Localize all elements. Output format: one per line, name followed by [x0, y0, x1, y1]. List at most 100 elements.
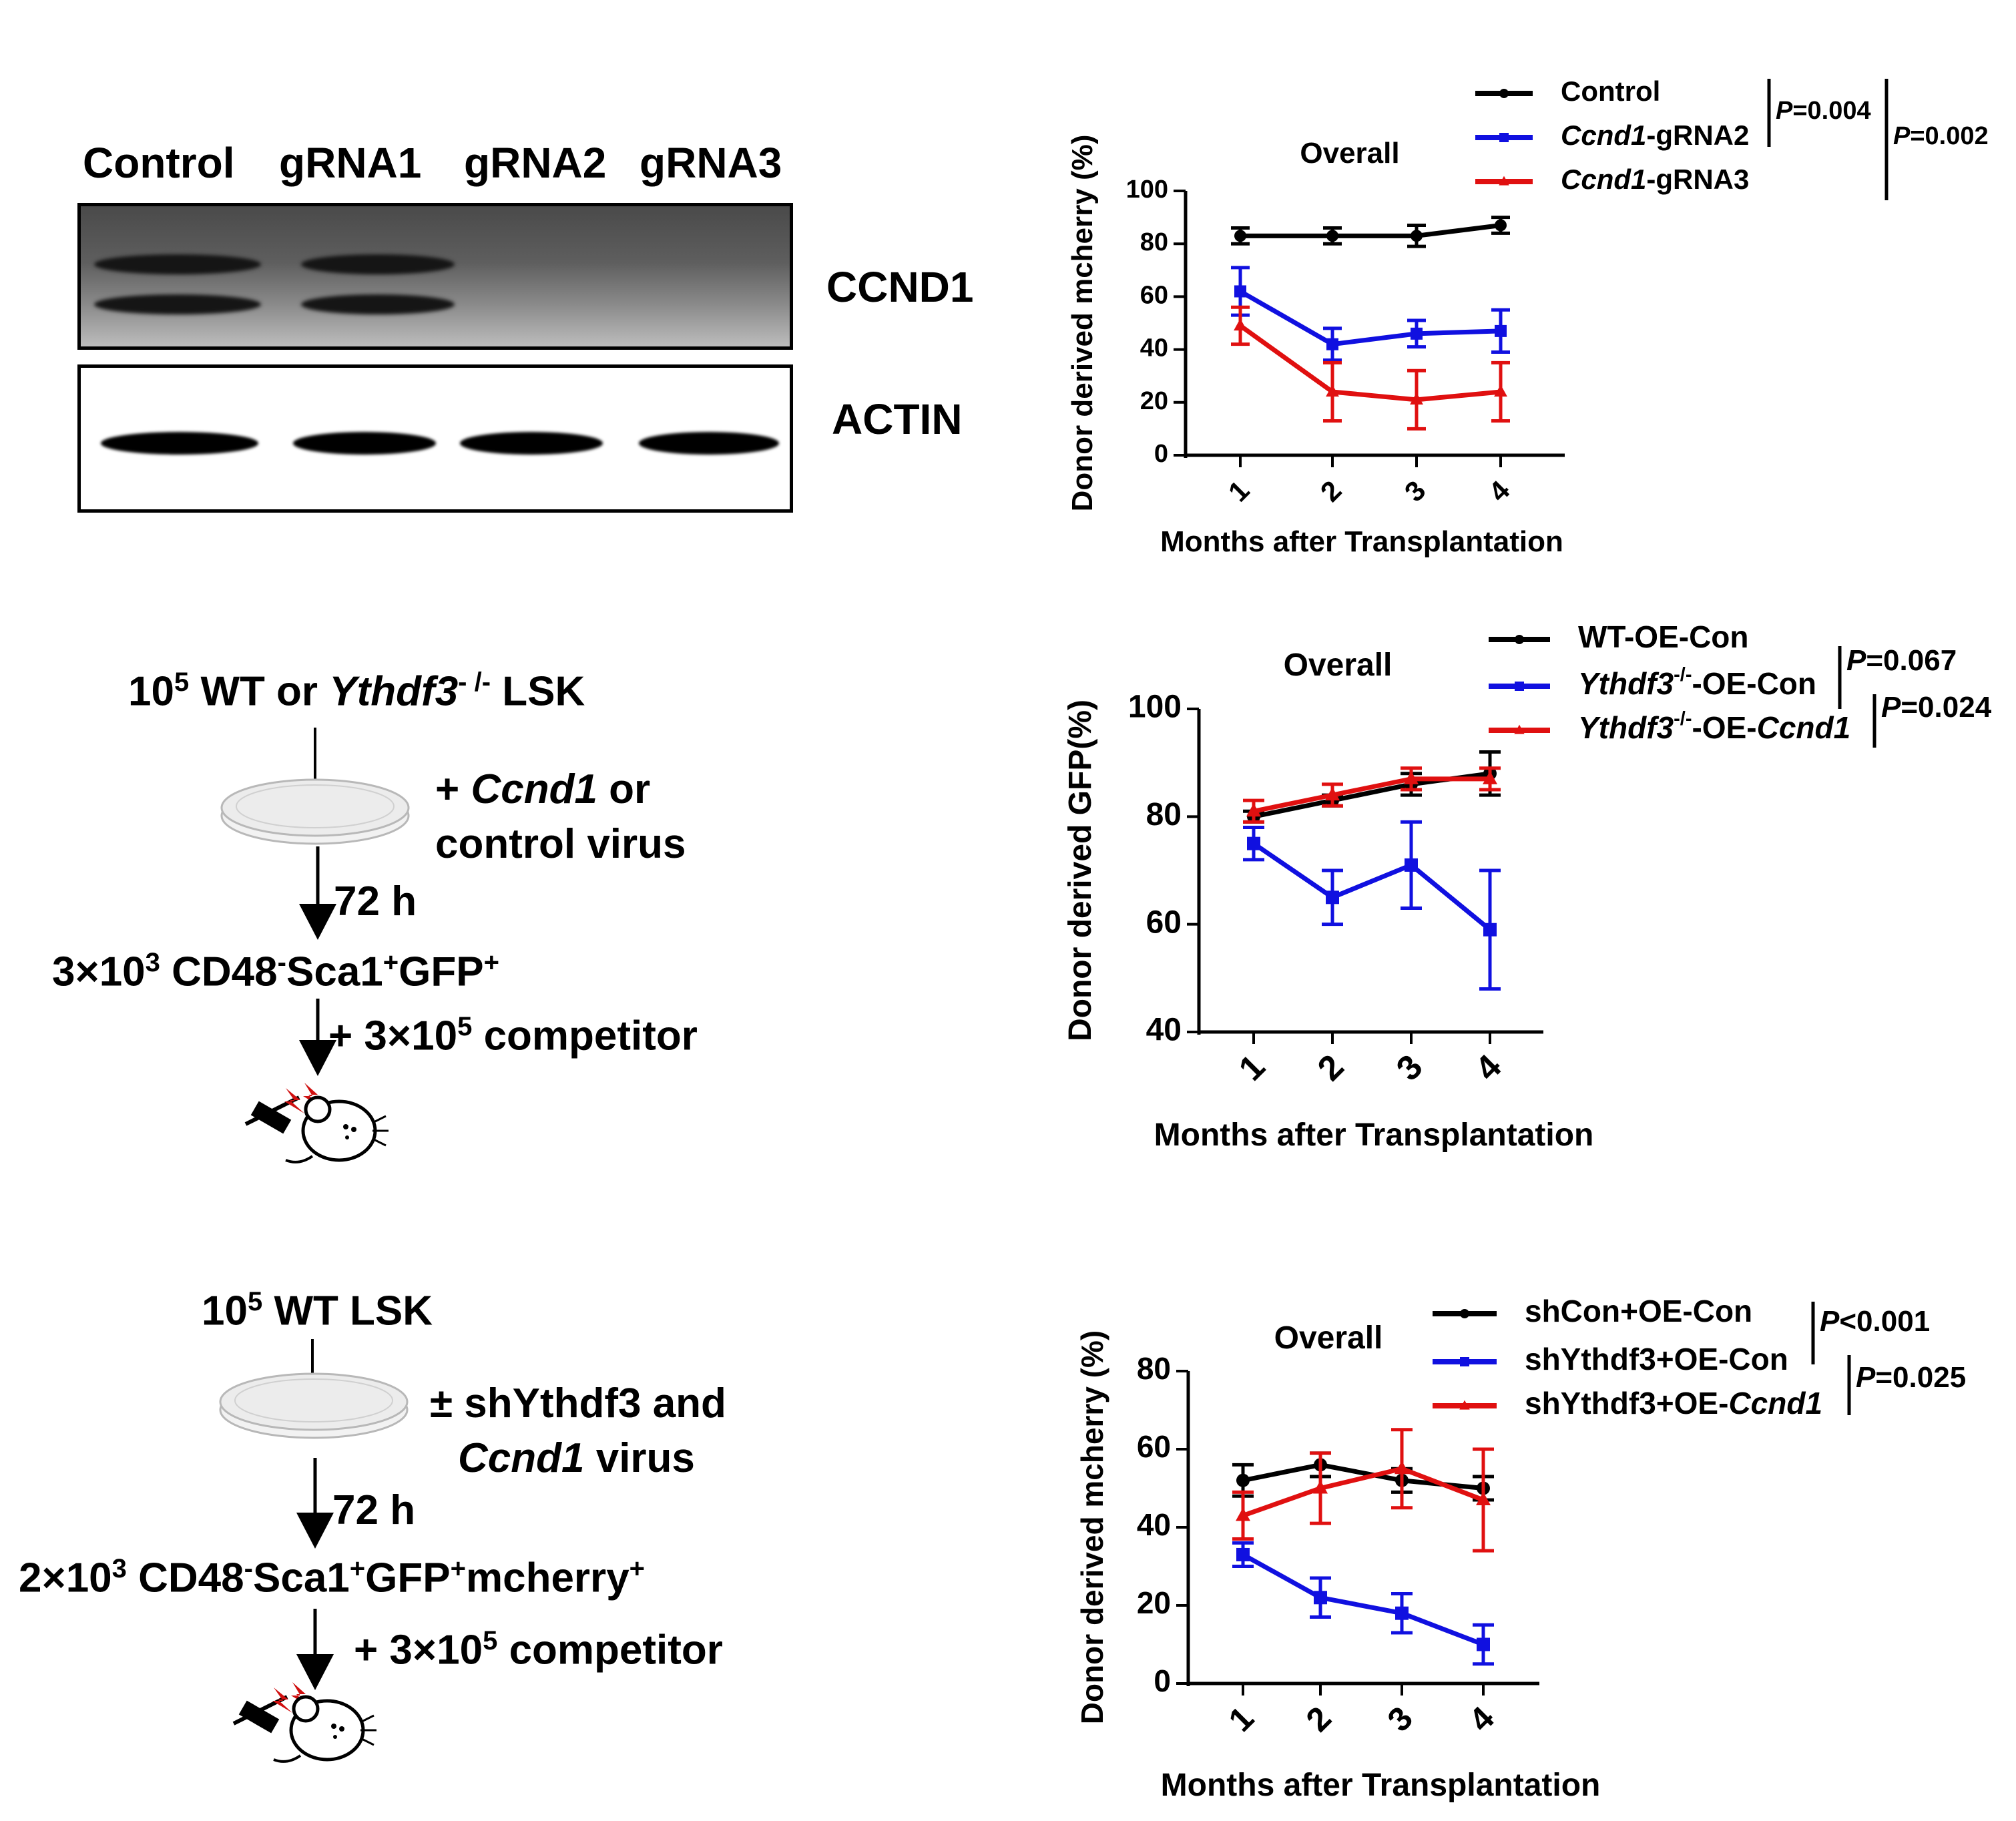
data-point: [1411, 230, 1423, 242]
scheme-b-graphics: [220, 728, 410, 1163]
y-tick-label: 100: [1128, 690, 1182, 725]
legend-label: shYthdf3+OE-Con: [1525, 1342, 1788, 1376]
data-point: [1234, 285, 1246, 298]
x-tick-label: 1: [1232, 1047, 1272, 1088]
legend-item: shYthdf3+OE-Ccnd1: [1433, 1386, 1822, 1420]
band-ccnd1-control-lower: [94, 294, 261, 314]
legend-item: shCon+OE-Con: [1433, 1294, 1752, 1328]
scheme-c-competitor: + 3×105 competitor: [354, 1626, 723, 1673]
y-axis-label: Donor derived mcherry (%): [1075, 1330, 1109, 1724]
band-label-actin: ACTIN: [832, 395, 963, 443]
petri-dish-icon-2: [219, 1372, 409, 1439]
p-value-label: P=0.002: [1893, 122, 1989, 150]
p-value-label: P<0.001: [1820, 1305, 1930, 1338]
series-line: [1238, 324, 1501, 403]
data-point: [1326, 230, 1338, 242]
series-triangle: [1232, 1428, 1494, 1553]
data-point: [1234, 318, 1247, 331]
x-tick-label: 4: [1483, 474, 1516, 507]
legend-item: Ythdf3-/--OE-Con: [1489, 664, 1816, 701]
scheme-c-sorted-cells: 2×103 CD48-Sca1+GFP+mcherry+: [19, 1554, 646, 1601]
series-square: [1243, 820, 1501, 991]
data-point: [1499, 89, 1509, 98]
series-line: [1239, 289, 1501, 347]
band-actin-control: [101, 432, 258, 455]
y-tick-label: 80: [1137, 1351, 1171, 1386]
data-point: [1325, 787, 1340, 801]
data-point: [1246, 803, 1261, 817]
data-point: [1515, 635, 1524, 644]
x-tick-label: 3: [1380, 1700, 1420, 1739]
chart-title: Overall: [1274, 1320, 1383, 1356]
x-tick-label: 4: [1468, 1047, 1509, 1089]
y-tick-label: 40: [1140, 334, 1168, 362]
data-point: [1515, 682, 1524, 691]
data-point: [1495, 324, 1507, 337]
y-tick-label: 80: [1146, 797, 1182, 832]
y-axis-label: Donor derived GFP(%): [1063, 700, 1098, 1041]
legend-item: shYthdf3+OE-Con: [1433, 1342, 1788, 1376]
chart-panel-3: 0 20 40 60 80 1 2 3 4 Overall Donor derived mcherr…: [1075, 1294, 1966, 1803]
y-axis-label: Donor derived mcherry (%): [1066, 135, 1099, 512]
band-ccnd1-grna1-upper: [301, 254, 455, 274]
p-value-label: P=0.025: [1856, 1361, 1966, 1394]
band-actin-grna3: [639, 432, 779, 455]
x-tick-label: 2: [1310, 1047, 1351, 1088]
data-point: [1326, 384, 1339, 397]
legend-label: Ccnd1-gRNA3: [1561, 164, 1749, 195]
scheme-b-arrowhead-2: [299, 904, 336, 940]
data-point: [1234, 230, 1246, 242]
legend-item: Control: [1475, 75, 1660, 107]
data-point: [1495, 219, 1507, 232]
series-triangle: [1231, 305, 1510, 431]
x-axis-label: Months after Transplantation: [1154, 1117, 1594, 1153]
x-tick-label: 3: [1389, 1047, 1430, 1088]
legend-label: shCon+OE-Con: [1525, 1294, 1752, 1328]
data-point: [1236, 1473, 1250, 1487]
legend-label: Control: [1561, 75, 1660, 107]
scheme-b-competitor: + 3×105 competitor: [328, 1012, 698, 1059]
legend-label: Ythdf3-/--OE-Ccnd1: [1578, 708, 1850, 746]
irradiated-mouse-icon: [244, 1083, 389, 1163]
scheme-c-graphics: [219, 1339, 409, 1763]
series-square: [1231, 266, 1510, 362]
data-point: [1477, 1637, 1490, 1651]
y-tick-label: 40: [1146, 1013, 1182, 1048]
series-square: [1232, 1541, 1494, 1666]
chart-title: Overall: [1300, 137, 1399, 170]
x-tick-label: 4: [1462, 1700, 1501, 1739]
scheme-b-virus: + Ccnd1 or control virus: [435, 766, 686, 867]
band-label-ccnd1: CCND1: [826, 263, 974, 311]
x-tick-label: 1: [1222, 475, 1256, 508]
data-point: [1514, 724, 1525, 734]
data-point: [1499, 176, 1509, 186]
data-point: [1410, 393, 1423, 405]
data-point: [1460, 1309, 1469, 1318]
band-actin-grna1: [293, 432, 436, 455]
series-line: [1252, 841, 1492, 932]
scheme-b-arrowhead-3: [299, 1040, 336, 1076]
data-point: [1313, 1480, 1328, 1494]
y-tick-label: 60: [1146, 904, 1182, 940]
scheme-c-arrowhead-2: [296, 1513, 334, 1549]
legend-item: WT-OE-Con: [1489, 619, 1749, 654]
blot-ccnd1-membrane: [77, 203, 793, 350]
lane-label-grna3: gRNA3: [640, 139, 782, 187]
y-tick-label: 40: [1137, 1507, 1171, 1542]
data-point: [1314, 1591, 1327, 1605]
band-ccnd1-grna1-lower: [301, 294, 455, 314]
series-circle: [1231, 216, 1510, 248]
lane-label-grna1: gRNA1: [279, 139, 422, 187]
scheme-b-incubation-time: 72 h: [334, 878, 417, 925]
scheme-c-input-cells: 105 WT LSK: [202, 1287, 433, 1334]
y-tick-label: 60: [1140, 281, 1168, 309]
data-point: [1459, 1400, 1470, 1410]
band-actin-grna2: [460, 432, 603, 455]
x-axis-label: Months after Transplantation: [1160, 525, 1563, 558]
legend-label: Ccnd1-gRNA2: [1561, 119, 1749, 151]
data-point: [1460, 1357, 1469, 1366]
lane-label-grna2: gRNA2: [464, 139, 607, 187]
y-tick-label: 100: [1126, 176, 1168, 204]
